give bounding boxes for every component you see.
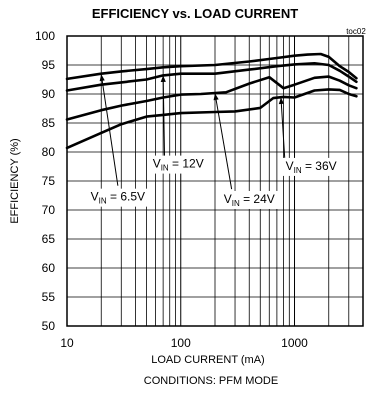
annotation-bg-3 <box>281 157 341 176</box>
y-tick-label: 90 <box>42 87 56 101</box>
annotation-bg-2 <box>219 190 279 209</box>
annotation-arrowhead-0 <box>99 74 105 82</box>
series-line-2 <box>65 75 358 121</box>
figure-id: toc02 <box>346 27 366 36</box>
x-tick-label: 100 <box>171 336 191 350</box>
y-tick-label: 60 <box>42 261 56 275</box>
y-tick-label: 80 <box>42 145 56 159</box>
series-annotations: VIN = 6.5V VIN = 12V VIN = 24V VIN = 36V <box>86 74 341 209</box>
annotation-arrow-1 <box>162 75 166 157</box>
series-line-1 <box>65 62 358 92</box>
series-line-0 <box>65 52 358 81</box>
series-label-3: VIN = 36V <box>286 159 337 175</box>
series-label-2: VIN = 24V <box>224 192 275 208</box>
x-axis-label: LOAD CURRENT (mA) <box>151 354 264 366</box>
y-tick-label: 95 <box>42 58 56 72</box>
series-label-0: VIN = 6.5V <box>91 190 145 206</box>
y-tick-label: 75 <box>42 174 56 188</box>
annotation-arrow-3 <box>280 97 286 158</box>
annotation-arrow-2 <box>214 93 233 190</box>
x-tick-label: 1000 <box>281 336 308 350</box>
annotation-arrowhead-3 <box>278 97 284 105</box>
series-line-3 <box>65 88 358 150</box>
grid-lines <box>67 36 363 326</box>
conditions-note: CONDITIONS: PFM MODE <box>144 375 278 387</box>
annotation-bg-0 <box>86 188 150 207</box>
plot-frame <box>66 35 364 327</box>
y-tick-label: 85 <box>42 116 56 130</box>
chart-title: EFFICIENCY vs. LOAD CURRENT <box>92 6 298 21</box>
series-label-1: VIN = 12V <box>153 157 204 173</box>
x-tick-labels: 10 100 1000 <box>60 336 308 350</box>
annotation-arrowhead-2 <box>213 93 219 101</box>
y-tick-label: 65 <box>42 232 56 246</box>
x-tick-label: 10 <box>60 336 74 350</box>
y-tick-label: 100 <box>35 29 55 43</box>
annotation-arrow-0 <box>100 74 119 186</box>
y-axis-label: EFFICIENCY (%) <box>9 138 21 223</box>
y-tick-label: 50 <box>42 319 56 333</box>
annotation-arrowhead-1 <box>160 75 166 82</box>
annotation-bg-1 <box>148 155 208 174</box>
series-lines <box>65 52 358 150</box>
y-tick-labels: 50 55 60 65 70 75 80 85 90 95 100 <box>35 29 55 333</box>
y-tick-label: 70 <box>42 203 56 217</box>
y-tick-label: 55 <box>42 290 56 304</box>
